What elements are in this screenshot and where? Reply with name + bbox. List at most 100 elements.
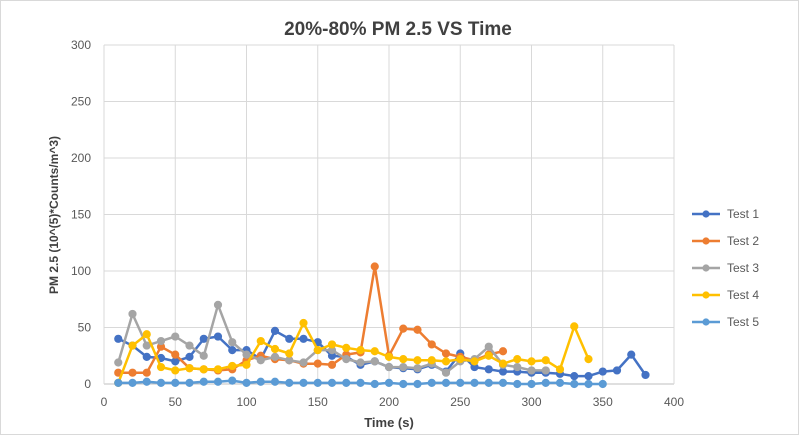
- data-point: [498, 367, 508, 376]
- legend-label: Test 2: [727, 234, 759, 248]
- x-axis-label: Time (s): [364, 415, 414, 430]
- data-point: [413, 364, 422, 373]
- legend-item-test-3: Test 3: [692, 261, 759, 275]
- data-point: [541, 378, 550, 387]
- data-point: [327, 340, 337, 349]
- y-tick-label: 200: [71, 151, 91, 165]
- data-point: [313, 346, 322, 355]
- data-point: [313, 378, 322, 387]
- axes: 0 50 100 150 200 250 300 0 50 100 150 200 250 300 350 4…: [71, 38, 684, 409]
- x-tick-label: 0: [101, 395, 108, 409]
- legend-item-test-2: Test 2: [692, 234, 759, 248]
- data-point: [498, 378, 508, 387]
- data-point: [627, 350, 636, 359]
- data-point: [342, 343, 351, 352]
- legend-label: Test 4: [727, 288, 759, 302]
- data-point: [513, 355, 522, 364]
- data-point: [641, 370, 650, 380]
- data-point: [441, 378, 451, 387]
- data-point: [342, 378, 351, 387]
- data-point: [128, 341, 137, 350]
- legend-swatch-marker: [702, 237, 710, 245]
- data-point: [598, 367, 607, 376]
- data-point: [399, 379, 408, 389]
- legend-item-test-1: Test 1: [692, 207, 759, 221]
- data-point: [413, 325, 422, 334]
- data-point: [527, 366, 536, 375]
- data-point: [413, 379, 422, 389]
- legend-swatch-marker: [702, 210, 710, 218]
- data-point: [327, 360, 337, 369]
- data-point: [527, 357, 536, 366]
- data-point: [299, 358, 308, 367]
- data-point: [541, 366, 550, 375]
- data-point: [114, 358, 123, 367]
- data-point: [541, 356, 550, 365]
- data-point: [285, 334, 294, 343]
- data-point: [128, 378, 137, 387]
- data-point: [413, 356, 422, 365]
- data-point: [228, 346, 237, 355]
- data-point: [299, 318, 308, 328]
- data-point: [142, 377, 151, 386]
- data-point: [185, 364, 194, 373]
- data-point: [384, 378, 394, 387]
- data-point: [570, 322, 579, 331]
- data-point: [584, 355, 593, 364]
- data-point: [285, 356, 294, 365]
- data-point: [570, 379, 579, 389]
- data-point: [356, 346, 365, 355]
- data-point: [156, 362, 166, 372]
- data-point: [270, 344, 280, 354]
- chart-title: 20%-80% PM 2.5 VS Time: [284, 19, 512, 40]
- data-point: [513, 362, 522, 372]
- data-point: [199, 377, 208, 386]
- data-point: [270, 326, 280, 335]
- data-point: [498, 359, 508, 368]
- data-point: [370, 357, 379, 366]
- data-point: [584, 371, 593, 381]
- data-point: [427, 356, 436, 365]
- x-tick-label: 200: [379, 395, 399, 409]
- y-tick-label: 300: [71, 38, 91, 52]
- data-point: [171, 350, 180, 359]
- x-tick-label: 250: [450, 395, 470, 409]
- data-point: [228, 338, 237, 347]
- series-layer: [114, 262, 650, 389]
- data-point: [370, 262, 379, 271]
- data-point: [128, 309, 137, 319]
- data-point: [527, 379, 536, 389]
- data-point: [470, 378, 479, 387]
- series-test-1: [114, 326, 650, 381]
- data-point: [384, 362, 394, 372]
- data-point: [171, 378, 180, 387]
- data-point: [384, 352, 394, 361]
- data-point: [242, 360, 251, 369]
- data-point: [470, 357, 479, 366]
- data-point: [570, 371, 579, 381]
- legend-swatch-marker: [702, 291, 710, 299]
- x-tick-label: 50: [169, 395, 183, 409]
- x-tick-label: 300: [521, 395, 541, 409]
- data-point: [185, 341, 194, 350]
- data-point: [484, 378, 493, 387]
- data-point: [456, 378, 465, 387]
- data-point: [285, 349, 294, 358]
- data-point: [171, 366, 180, 375]
- data-point: [256, 377, 265, 386]
- data-point: [270, 377, 280, 386]
- data-point: [612, 366, 622, 375]
- legend-swatch-marker: [702, 264, 710, 272]
- data-point: [142, 330, 151, 339]
- data-point: [213, 300, 223, 309]
- data-point: [342, 355, 351, 364]
- data-point: [199, 365, 208, 374]
- data-point: [584, 379, 593, 389]
- x-tick-label: 350: [593, 395, 613, 409]
- data-point: [185, 352, 194, 361]
- legend-swatch-marker: [702, 318, 710, 326]
- data-point: [242, 350, 251, 359]
- y-tick-label: 150: [71, 208, 91, 222]
- data-point: [299, 378, 308, 387]
